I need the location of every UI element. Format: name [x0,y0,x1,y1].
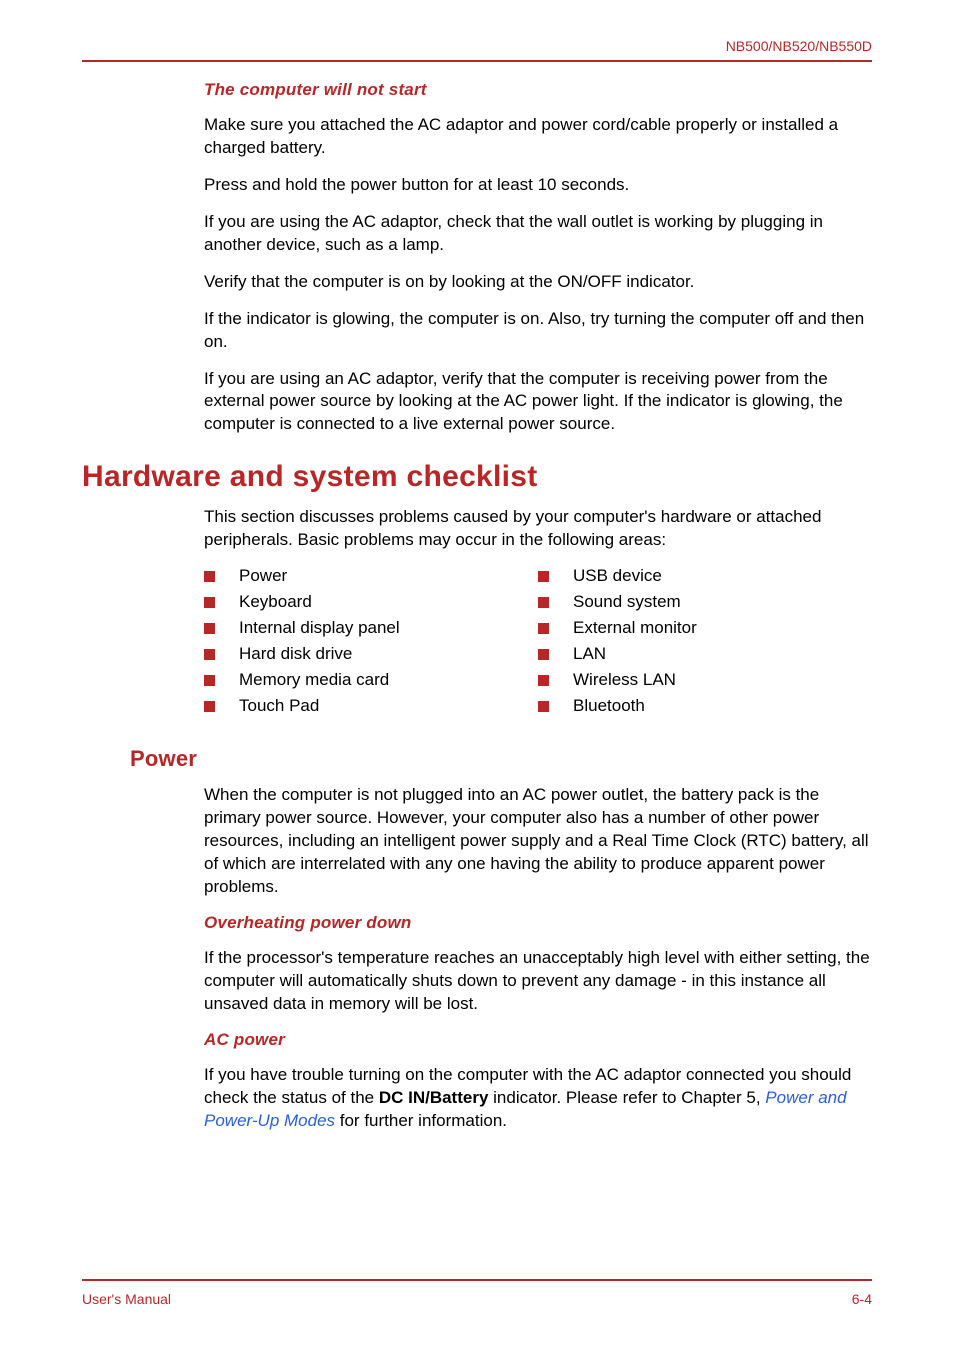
list-item: Keyboard [204,592,538,612]
list-item: Wireless LAN [538,670,872,690]
paragraph: If you are using the AC adaptor, check t… [204,211,872,257]
list-item-label: Power [239,566,287,586]
heading-power: Power [130,746,872,772]
list-item-label: External monitor [573,618,697,638]
paragraph: When the computer is not plugged into an… [204,784,872,899]
list-item-label: Keyboard [239,592,312,612]
top-divider [82,60,872,62]
list-item-label: Wireless LAN [573,670,676,690]
bullet-icon [204,675,215,686]
bullet-icon [204,571,215,582]
list-item: Memory media card [204,670,538,690]
list-item-label: Internal display panel [239,618,400,638]
heading-overheating: Overheating power down [204,913,872,933]
paragraph: If the processor's temperature reaches a… [204,947,872,1016]
checklist-column-right: USB device Sound system External monitor… [538,566,872,722]
paragraph: Verify that the computer is on by lookin… [204,271,872,294]
bullet-icon [204,701,215,712]
paragraph: Make sure you attached the AC adaptor an… [204,114,872,160]
list-item-label: Bluetooth [573,696,645,716]
bullet-icon [538,623,549,634]
list-item: Hard disk drive [204,644,538,664]
checklist-column-left: Power Keyboard Internal display panel Ha… [204,566,538,722]
list-item: Internal display panel [204,618,538,638]
bullet-icon [538,649,549,660]
bullet-icon [538,675,549,686]
list-item: External monitor [538,618,872,638]
bottom-divider [82,1279,872,1281]
bullet-icon [538,701,549,712]
list-item-label: Memory media card [239,670,389,690]
text-fragment: indicator. Please refer to Chapter 5, [488,1088,765,1107]
paragraph-ac-power: If you have trouble turning on the compu… [204,1064,872,1133]
list-item-label: Hard disk drive [239,644,352,664]
list-item-label: Touch Pad [239,696,319,716]
paragraph: Press and hold the power button for at l… [204,174,872,197]
list-item: Power [204,566,538,586]
page-footer: User's Manual 6-4 [82,1279,872,1307]
list-item: USB device [538,566,872,586]
footer-left-label: User's Manual [82,1291,171,1307]
list-item: Touch Pad [204,696,538,716]
list-item: Bluetooth [538,696,872,716]
paragraph: If the indicator is glowing, the compute… [204,308,872,354]
footer-page-number: 6-4 [852,1291,872,1307]
list-item-label: Sound system [573,592,681,612]
heading-ac-power: AC power [204,1030,872,1050]
bullet-icon [204,623,215,634]
list-item-label: USB device [573,566,662,586]
bullet-icon [538,571,549,582]
paragraph: This section discusses problems caused b… [204,506,872,552]
paragraph: If you are using an AC adaptor, verify t… [204,368,872,437]
list-item: Sound system [538,592,872,612]
text-fragment: for further information. [335,1111,507,1130]
list-item: LAN [538,644,872,664]
checklist-container: Power Keyboard Internal display panel Ha… [204,566,872,722]
header-model: NB500/NB520/NB550D [82,38,872,54]
bullet-icon [538,597,549,608]
bullet-icon [204,649,215,660]
heading-hardware-checklist: Hardware and system checklist [82,460,872,494]
bullet-icon [204,597,215,608]
text-bold-dc-in-battery: DC IN/Battery [379,1088,489,1107]
heading-computer-not-start: The computer will not start [204,80,872,100]
list-item-label: LAN [573,644,606,664]
